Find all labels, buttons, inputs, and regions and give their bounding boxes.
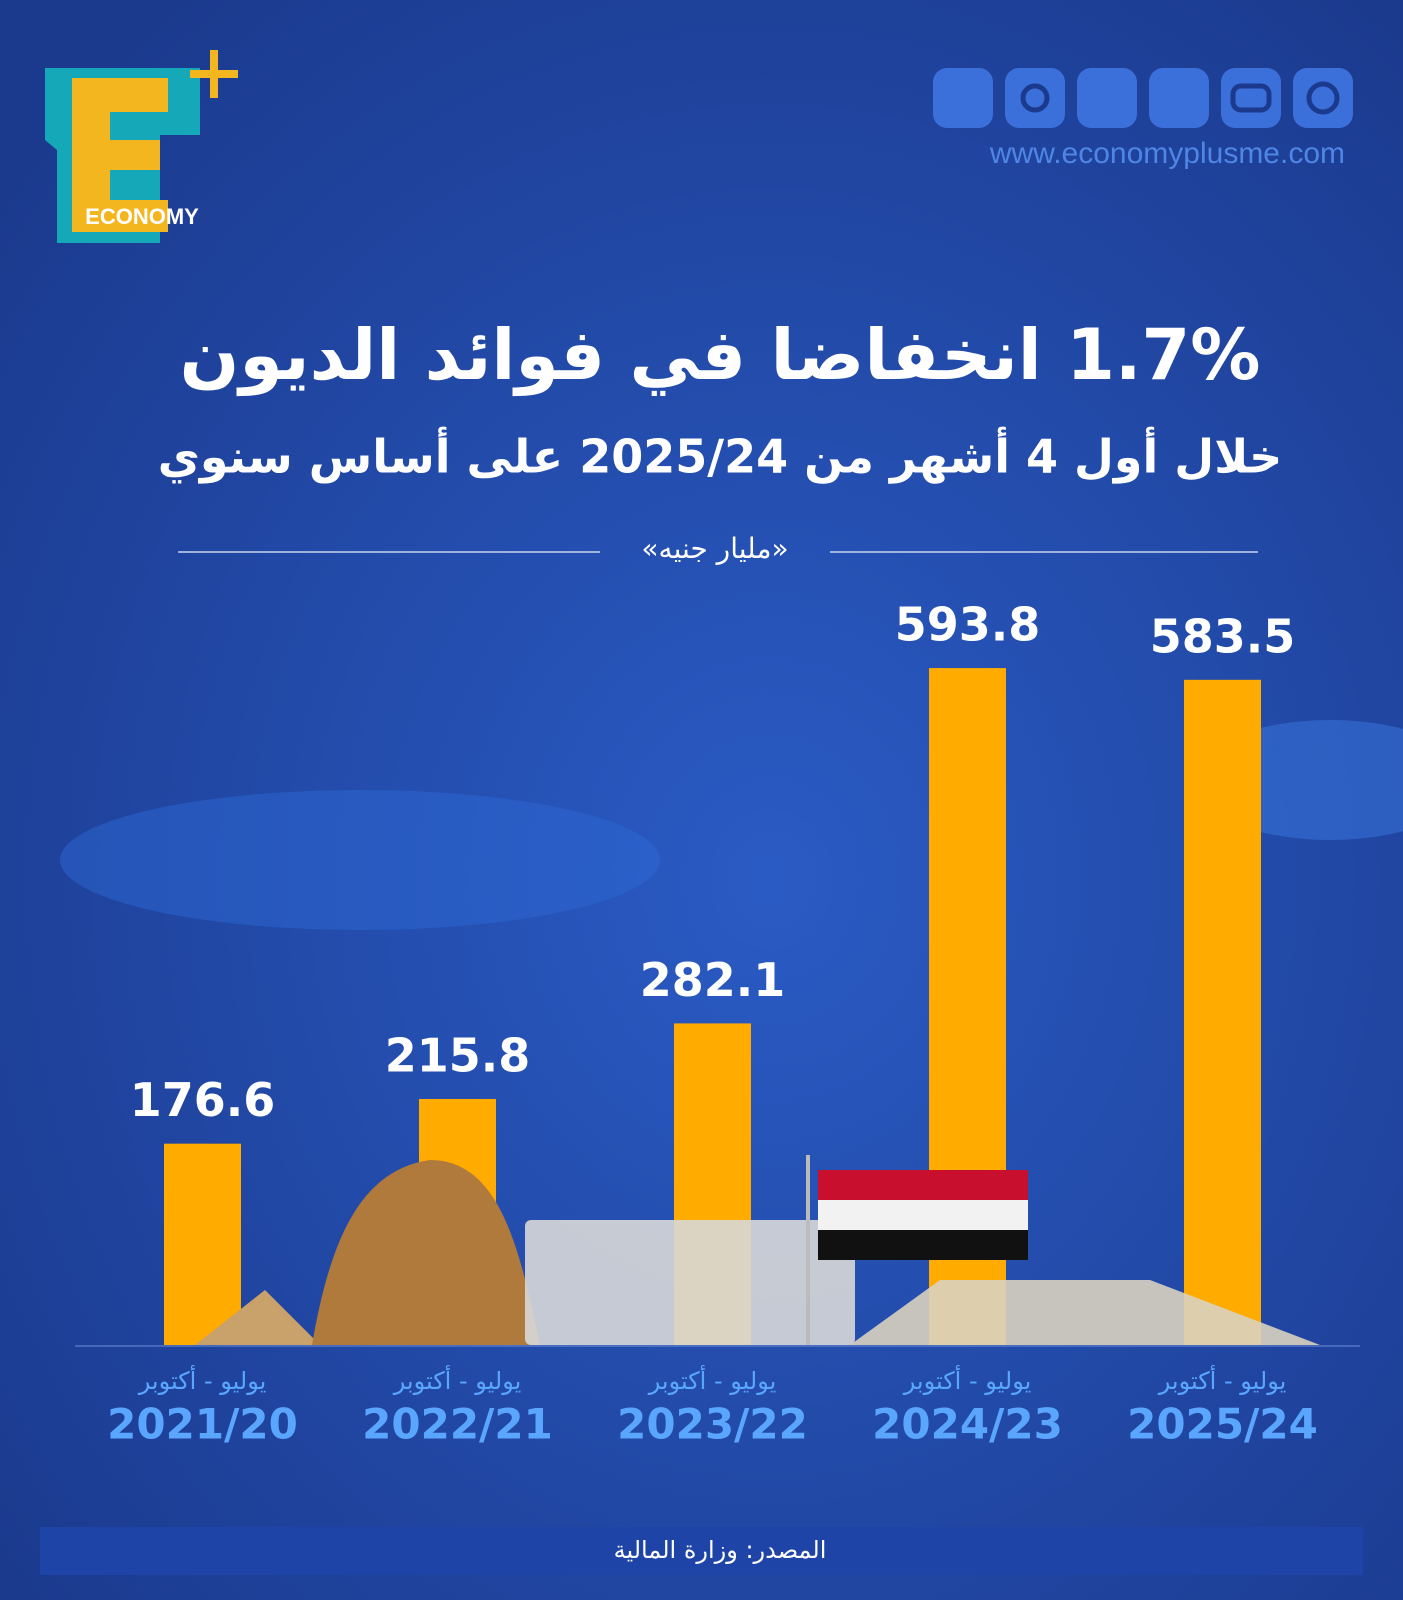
x-tick-sublabel: يوليو - أكتوبر [1158, 1365, 1287, 1395]
icon-glyphs [1020, 81, 1340, 115]
facebook-icon[interactable] [933, 68, 993, 128]
x-tick-label: 2023/22 [617, 1400, 808, 1449]
source: المصدر: وزارة المالية [614, 1536, 827, 1564]
bar [164, 1143, 241, 1345]
footer-bar [40, 1527, 1363, 1575]
x-tick-sublabel: يوليو - أكتوبر [648, 1365, 777, 1395]
x-tick-sublabel: يوليو - أكتوبر [393, 1365, 522, 1395]
logo-text: ECONOMY [85, 204, 199, 229]
scene [195, 1155, 1320, 1345]
x-tick-label: 2022/21 [362, 1400, 553, 1449]
logo: ECONOMY [45, 50, 238, 243]
x-tick-sublabel: يوليو - أكتوبر [138, 1365, 267, 1395]
value-label: 593.8 [895, 598, 1041, 652]
instagram-icon[interactable] [1005, 68, 1065, 128]
value-label: 282.1 [640, 953, 786, 1007]
x-tick-label: 2021/20 [107, 1400, 298, 1449]
website[interactable]: www.economyplusme.com [989, 137, 1345, 170]
chart-subtitle: خلال أول 4 أشهر من 2025/24 على أساس سنوي [158, 427, 1283, 484]
value-label: 215.8 [385, 1028, 531, 1082]
bar [1184, 679, 1261, 1345]
value-label: 583.5 [1150, 609, 1296, 663]
youtube-icon[interactable] [1221, 68, 1281, 128]
twitter-icon[interactable] [1077, 68, 1137, 128]
x-tick-label: 2024/23 [872, 1400, 1063, 1449]
value-label: 176.6 [130, 1073, 276, 1127]
x-tick-label: 2025/24 [1127, 1400, 1318, 1449]
cloud [60, 790, 660, 930]
social-icons [933, 68, 1353, 128]
plot: 176.6 يوليو - أكتوبر 2021/20 215.8 يوليو - أ… [107, 598, 1318, 1449]
x-tick-sublabel: يوليو - أكتوبر [903, 1365, 1032, 1395]
chart-title: 1.7% انخفاضا في فوائد الديون [180, 314, 1261, 396]
threads-icon[interactable] [1293, 68, 1353, 128]
unit-label: «مليار جنيه» [641, 532, 788, 565]
linkedin-icon[interactable] [1149, 68, 1209, 128]
